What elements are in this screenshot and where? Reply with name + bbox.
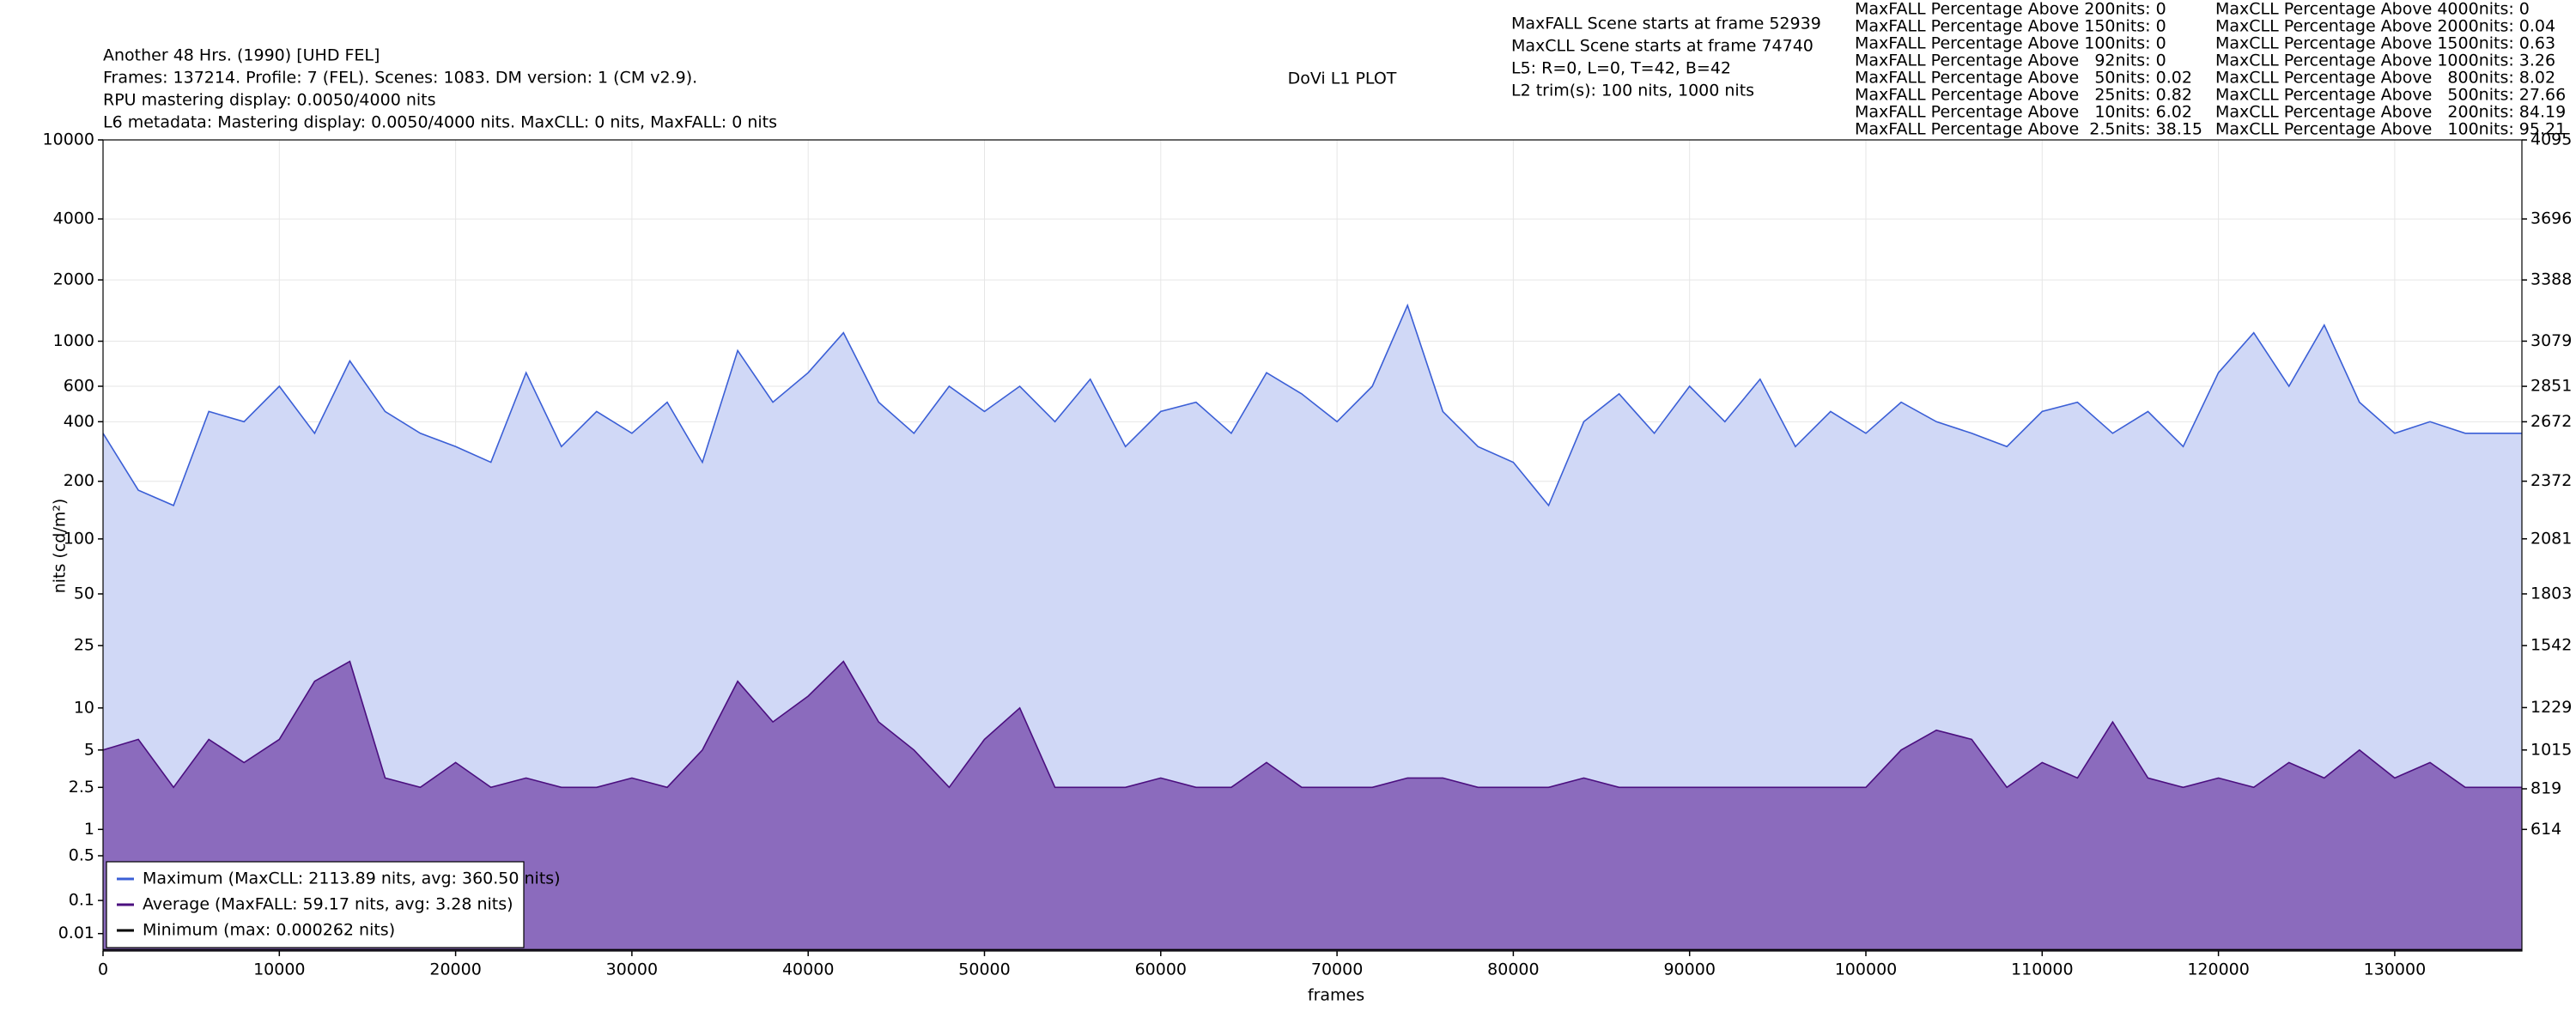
maxcll-stat: MaxCLL Percentage Above 1500nits: 0.63 [2215,34,2555,53]
y2-tick-label: 2851 [2530,377,2572,396]
y-tick-label: 400 [64,412,94,431]
x-tick-label: 130000 [2364,960,2427,979]
y2-tick-label: 2672 [2530,412,2572,431]
maxfall-stat: MaxFALL Percentage Above 10nits: 6.02 [1855,103,2192,122]
x-tick-label: 60000 [1135,960,1187,979]
y-tick-label: 0.1 [69,891,94,910]
y-tick-label: 100 [64,529,94,548]
header-line: Frames: 137214. Profile: 7 (FEL). Scenes… [103,69,697,88]
y2-tick-label: 3388 [2530,270,2572,289]
x-tick-label: 70000 [1311,960,1363,979]
y2-tick-label: 3696 [2530,209,2572,228]
maxfall-stat: MaxFALL Percentage Above 200nits: 0 [1855,0,2166,19]
y2-tick-label: 4095 [2530,130,2572,149]
y-tick-label: 10 [74,698,94,717]
scene-line: L5: R=0, L=0, T=42, B=42 [1511,59,1731,78]
series-line [102,660,2522,789]
maxfall-stat: MaxFALL Percentage Above 150nits: 0 [1855,17,2166,36]
legend-label: Minimum (max: 0.000262 nits) [143,921,395,940]
maxcll-stat: MaxCLL Percentage Above 100nits: 95.21 [2215,120,2566,139]
scene-line: MaxCLL Scene starts at frame 74740 [1511,37,1814,56]
y2-tick-label: 614 [2530,820,2561,839]
maxfall-stat: MaxFALL Percentage Above 100nits: 0 [1855,34,2166,53]
x-tick-label: 0 [98,960,108,979]
scene-line: L2 trim(s): 100 nits, 1000 nits [1511,82,1754,100]
y2-tick-label: 2081 [2530,529,2572,548]
maxfall-stat: MaxFALL Percentage Above 92nits: 0 [1855,52,2166,70]
y2-tick-label: 819 [2530,779,2561,798]
y-tick-label: 10000 [43,130,94,149]
x-axis-label: frames [1308,986,1364,1005]
maxcll-stat: MaxCLL Percentage Above 200nits: 84.19 [2215,103,2566,122]
y-tick-label: 1 [84,820,94,839]
plot-frame [102,139,2523,952]
legend-label: Average (MaxFALL: 59.17 nits, avg: 3.28 … [143,895,513,914]
maxcll-stat: MaxCLL Percentage Above 1000nits: 3.26 [2215,52,2555,70]
y2-tick-label: 2372 [2530,471,2572,490]
legend-label: Maximum (MaxCLL: 2113.89 nits, avg: 360.… [143,869,561,888]
series-line [102,303,2522,507]
header-line: L6 metadata: Mastering display: 0.0050/4… [103,113,777,132]
x-tick-label: 50000 [958,960,1010,979]
y-tick-label: 200 [64,471,94,490]
y-tick-label: 50 [74,584,94,603]
y-tick-label: 4000 [53,209,94,228]
legend-box [106,861,525,948]
x-tick-label: 20000 [429,960,481,979]
x-tick-label: 40000 [782,960,834,979]
y-tick-label: 0.01 [58,924,94,942]
y-tick-label: 1000 [53,331,94,350]
scene-line: MaxFALL Scene starts at frame 52939 [1511,15,1821,33]
maxcll-stat: MaxCLL Percentage Above 4000nits: 0 [2215,0,2530,19]
x-tick-label: 80000 [1487,960,1539,979]
chart-title: DoVi L1 PLOT [1288,70,1397,88]
x-tick-label: 90000 [1663,960,1715,979]
maxfall-stat: MaxFALL Percentage Above 2.5nits: 38.15 [1855,120,2202,139]
series-area [103,661,2522,951]
y-tick-label: 5 [84,740,94,759]
y-tick-label: 2000 [53,270,94,289]
x-tick-label: 10000 [253,960,305,979]
x-tick-label: 30000 [606,960,658,979]
maxcll-stat: MaxCLL Percentage Above 800nits: 8.02 [2215,69,2555,88]
y-tick-label: 25 [74,636,94,655]
header-line: RPU mastering display: 0.0050/4000 nits [103,91,436,110]
maxcll-stat: MaxCLL Percentage Above 2000nits: 0.04 [2215,17,2555,36]
maxcll-stat: MaxCLL Percentage Above 500nits: 27.66 [2215,86,2566,105]
x-tick-label: 110000 [2011,960,2074,979]
maxfall-stat: MaxFALL Percentage Above 25nits: 0.82 [1855,86,2192,105]
x-tick-label: 100000 [1835,960,1898,979]
y2-tick-label: 1229 [2530,698,2572,717]
header-line: Another 48 Hrs. (1990) [UHD FEL] [103,46,380,65]
y-tick-label: 0.5 [69,846,94,865]
maxfall-stat: MaxFALL Percentage Above 50nits: 0.02 [1855,69,2192,88]
y-axis-label: nits (cd/m²) [51,499,70,594]
y-tick-label: 600 [64,377,94,396]
y2-tick-label: 1542 [2530,636,2572,655]
y2-tick-label: 1803 [2530,584,2572,603]
y-tick-label: 2.5 [69,778,94,797]
y2-tick-label: 1015 [2530,740,2572,759]
y2-tick-label: 3079 [2530,331,2572,350]
x-tick-label: 120000 [2187,960,2250,979]
